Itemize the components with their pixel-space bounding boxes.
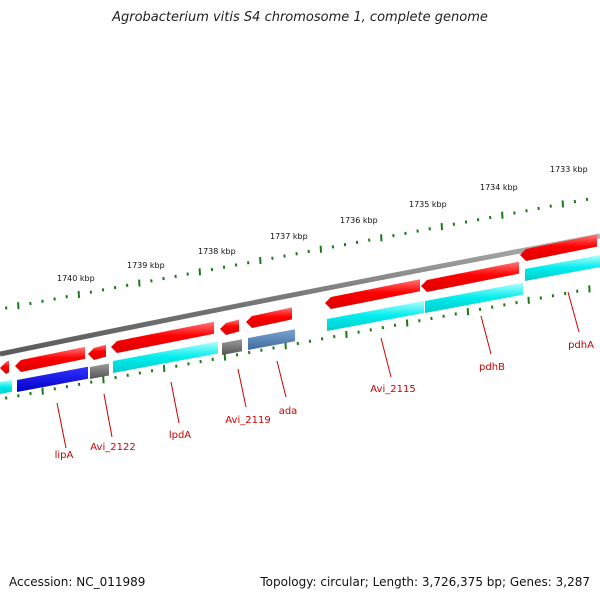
kbp-label: 1740 kbp bbox=[57, 274, 95, 283]
cds-feature bbox=[0, 360, 9, 374]
gene-labels: lipA Avi_2122 lpdA Avi_2119 ada Avi_2115 pdhB p… bbox=[55, 340, 594, 461]
leader-line bbox=[103, 393, 113, 438]
cds-feature bbox=[421, 261, 519, 292]
gene-label: ada bbox=[279, 406, 298, 417]
gene-features bbox=[0, 234, 600, 394]
gene-feature bbox=[425, 282, 523, 313]
kbp-label: 1737 kbp bbox=[270, 232, 308, 241]
kbp-ruler-labels: 1740 kbp 1739 kbp 1738 kbp 1737 kbp 1736 kbp… bbox=[57, 165, 588, 283]
leader-line bbox=[56, 402, 67, 449]
gene-label: lipA bbox=[55, 450, 74, 461]
gene-feature bbox=[525, 254, 600, 281]
gene-label: lpdA bbox=[169, 430, 191, 441]
kbp-ticks bbox=[5, 197, 591, 400]
kbp-label: 1733 kbp bbox=[550, 165, 588, 174]
gene-label: Avi_2119 bbox=[225, 415, 270, 426]
genome-summary-text: Topology: circular; Length: 3,726,375 bp… bbox=[260, 575, 590, 589]
cds-feature bbox=[246, 307, 292, 328]
chromosome-backbone bbox=[0, 233, 600, 357]
cds-feature bbox=[520, 234, 597, 261]
cds-feature bbox=[88, 344, 106, 360]
cds-feature bbox=[15, 346, 85, 372]
gene-label: Avi_2115 bbox=[370, 384, 415, 395]
cds-feature bbox=[220, 319, 239, 335]
gene-feature bbox=[17, 366, 88, 392]
leader-line bbox=[480, 315, 492, 355]
kbp-label: 1734 kbp bbox=[480, 183, 518, 192]
kbp-label: 1736 kbp bbox=[340, 216, 378, 225]
pseudogene-feature bbox=[90, 363, 109, 379]
gene-feature bbox=[113, 341, 218, 373]
gene-label: pdhA bbox=[568, 340, 594, 351]
kbp-label: 1738 kbp bbox=[198, 247, 236, 256]
kbp-label: 1735 kbp bbox=[409, 200, 447, 209]
cds-feature bbox=[111, 321, 214, 353]
gene-label: pdhB bbox=[479, 362, 505, 373]
leader-line bbox=[380, 337, 392, 378]
gene-feature bbox=[327, 300, 424, 331]
leader-line bbox=[170, 381, 180, 424]
gene-feature bbox=[0, 379, 12, 394]
cds-feature bbox=[325, 279, 420, 309]
leader-line bbox=[276, 360, 287, 398]
kbp-label: 1739 kbp bbox=[127, 261, 165, 270]
leader-line bbox=[237, 368, 247, 408]
accession-text: Accession: NC_011989 bbox=[9, 575, 146, 589]
gene-label: Avi_2122 bbox=[90, 442, 135, 453]
map-title: Agrobacterium vitis S4 chromosome 1, com… bbox=[112, 10, 488, 25]
pseudogene-feature bbox=[222, 339, 242, 355]
label-leader-lines bbox=[56, 291, 580, 449]
gene-feature bbox=[248, 329, 295, 350]
leader-line bbox=[567, 291, 580, 333]
